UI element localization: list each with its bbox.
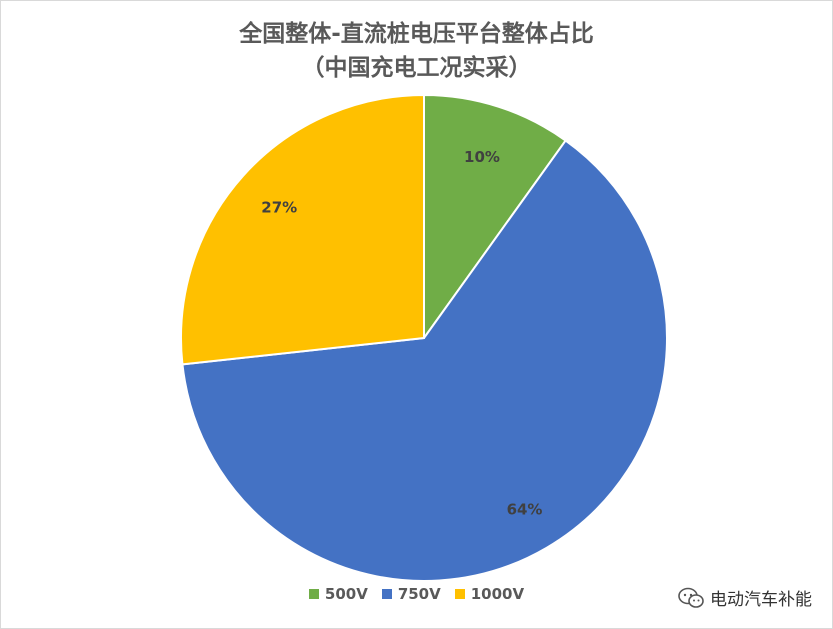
wechat-icon bbox=[678, 587, 704, 608]
watermark: 电动汽车补能 bbox=[678, 585, 812, 610]
data-label-500v: 10% bbox=[464, 148, 500, 166]
legend-swatch-500v bbox=[308, 589, 319, 599]
legend-swatch-750v bbox=[381, 589, 392, 599]
legend-item-750v: 750V bbox=[381, 585, 441, 603]
pie-slice-1000v bbox=[180, 93, 425, 366]
legend-label-500v: 500V bbox=[324, 585, 368, 603]
data-label-750v: 64% bbox=[507, 501, 543, 519]
pie-slice-750v bbox=[181, 139, 668, 582]
pie-slice-500v bbox=[423, 93, 568, 342]
data-label-1000v: 27% bbox=[261, 199, 297, 217]
chart-title-line1: 全国整体-直流桩电压平台整体占比 bbox=[239, 21, 594, 47]
chart-title: 全国整体-直流桩电压平台整体占比 （中国充电工况实采） bbox=[1, 17, 832, 85]
watermark-text: 电动汽车补能 bbox=[710, 590, 812, 610]
legend: 500V 750V 1000V bbox=[1, 585, 832, 603]
chart-title-line2: （中国充电工况实采） bbox=[301, 55, 532, 81]
legend-item-1000v: 1000V bbox=[454, 585, 525, 603]
legend-item-500v: 500V bbox=[308, 585, 368, 603]
legend-label-1000v: 1000V bbox=[470, 585, 525, 603]
legend-swatch-1000v bbox=[454, 589, 465, 599]
legend-label-750v: 750V bbox=[397, 585, 441, 603]
